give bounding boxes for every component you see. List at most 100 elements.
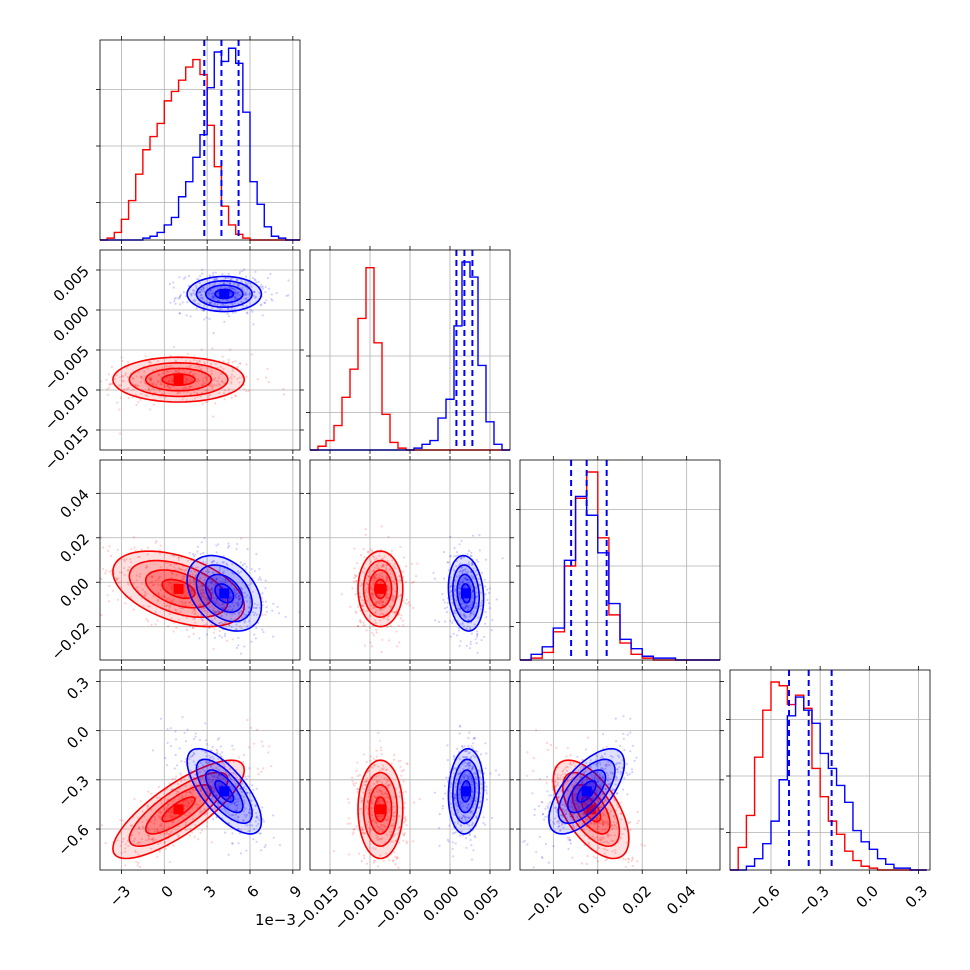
sample-point: [385, 579, 389, 582]
sample-point: [206, 366, 209, 369]
sample-point: [182, 577, 185, 581]
sample-point: [163, 840, 166, 843]
sample-point: [188, 776, 191, 780]
sample-point: [126, 375, 129, 379]
sample-point: [459, 612, 462, 616]
sample-point: [223, 622, 227, 625]
sample-point: [229, 595, 232, 598]
sample-point: [168, 605, 171, 609]
sample-point: [193, 752, 196, 756]
sample-point: [107, 373, 111, 376]
sample-point: [352, 828, 355, 831]
sample-point: [468, 563, 471, 566]
sample-point: [204, 570, 208, 573]
sample-point: [467, 609, 470, 612]
sample-point: [187, 284, 190, 288]
sample-point: [152, 840, 155, 843]
sample-point: [188, 379, 191, 382]
sample-point: [213, 790, 216, 793]
sample-point: [223, 765, 226, 768]
sample-point: [362, 599, 365, 602]
sample-point: [456, 747, 459, 750]
sample-point: [484, 558, 488, 561]
sample-point: [200, 609, 203, 612]
sample-point: [213, 278, 216, 281]
sample-point: [485, 792, 488, 795]
sample-point: [461, 569, 464, 572]
sample-point: [108, 545, 111, 548]
sample-point: [181, 603, 184, 606]
sample-point: [163, 842, 166, 845]
sample-point: [388, 639, 391, 642]
sample-point: [234, 291, 237, 295]
sample-point: [236, 800, 239, 803]
sample-point: [234, 809, 237, 812]
sample-point: [192, 632, 195, 636]
sample-point: [218, 622, 221, 625]
sample-point: [243, 645, 246, 648]
sample-point: [104, 572, 107, 575]
sample-point: [385, 795, 388, 799]
sample-point: [200, 589, 203, 592]
sample-point: [184, 799, 187, 802]
sample-point: [398, 841, 401, 844]
sample-point: [116, 578, 119, 581]
sample-point: [373, 555, 376, 558]
sample-point: [250, 309, 253, 312]
sample-point: [235, 547, 238, 551]
sample-point: [379, 581, 382, 584]
sample-point: [369, 614, 372, 618]
sample-point: [466, 606, 469, 609]
sample-point: [184, 829, 187, 832]
sample-point: [200, 367, 203, 370]
sample-point: [450, 584, 453, 587]
sample-point: [480, 639, 483, 642]
sample-point: [231, 613, 234, 616]
sample-point: [218, 384, 221, 387]
sample-point: [178, 747, 181, 750]
sample-point: [256, 767, 259, 770]
sample-point: [543, 818, 546, 821]
sample-point: [223, 634, 226, 638]
sample-point: [138, 841, 141, 844]
sample-point: [547, 861, 550, 864]
sample-point: [249, 807, 252, 811]
sample-point: [386, 596, 389, 600]
sample-point: [385, 566, 388, 570]
sample-point: [438, 813, 441, 816]
sample-point: [199, 589, 202, 592]
sample-point: [175, 370, 178, 373]
sample-point: [459, 725, 462, 728]
sample-point: [462, 556, 465, 559]
sample-point: [179, 568, 182, 571]
sample-point: [157, 599, 160, 603]
sample-point: [170, 582, 173, 585]
sample-point: [383, 777, 386, 780]
sample-point: [238, 272, 241, 275]
sample-point: [540, 856, 544, 859]
sample-point: [205, 755, 208, 758]
sample-point: [256, 815, 259, 818]
sample-point: [465, 604, 468, 607]
sample-point: [626, 733, 629, 736]
sample-point: [202, 287, 205, 291]
sample-point: [237, 292, 240, 295]
sample-point: [365, 582, 369, 585]
sample-point: [255, 815, 258, 819]
sample-point: [145, 566, 148, 570]
sample-point: [461, 621, 464, 624]
sample-point: [200, 829, 204, 832]
sample-point: [134, 383, 137, 386]
sample-point: [221, 776, 224, 779]
sample-point: [236, 365, 239, 368]
sample-point: [205, 376, 208, 379]
sample-point: [463, 608, 467, 611]
sample-point: [243, 813, 246, 816]
sample-point: [159, 810, 162, 814]
sample-point: [199, 810, 202, 814]
sample-point: [459, 834, 462, 837]
sample-point: [355, 579, 358, 583]
sample-point: [180, 607, 183, 610]
sample-point: [232, 287, 235, 290]
sample-point: [396, 857, 399, 860]
